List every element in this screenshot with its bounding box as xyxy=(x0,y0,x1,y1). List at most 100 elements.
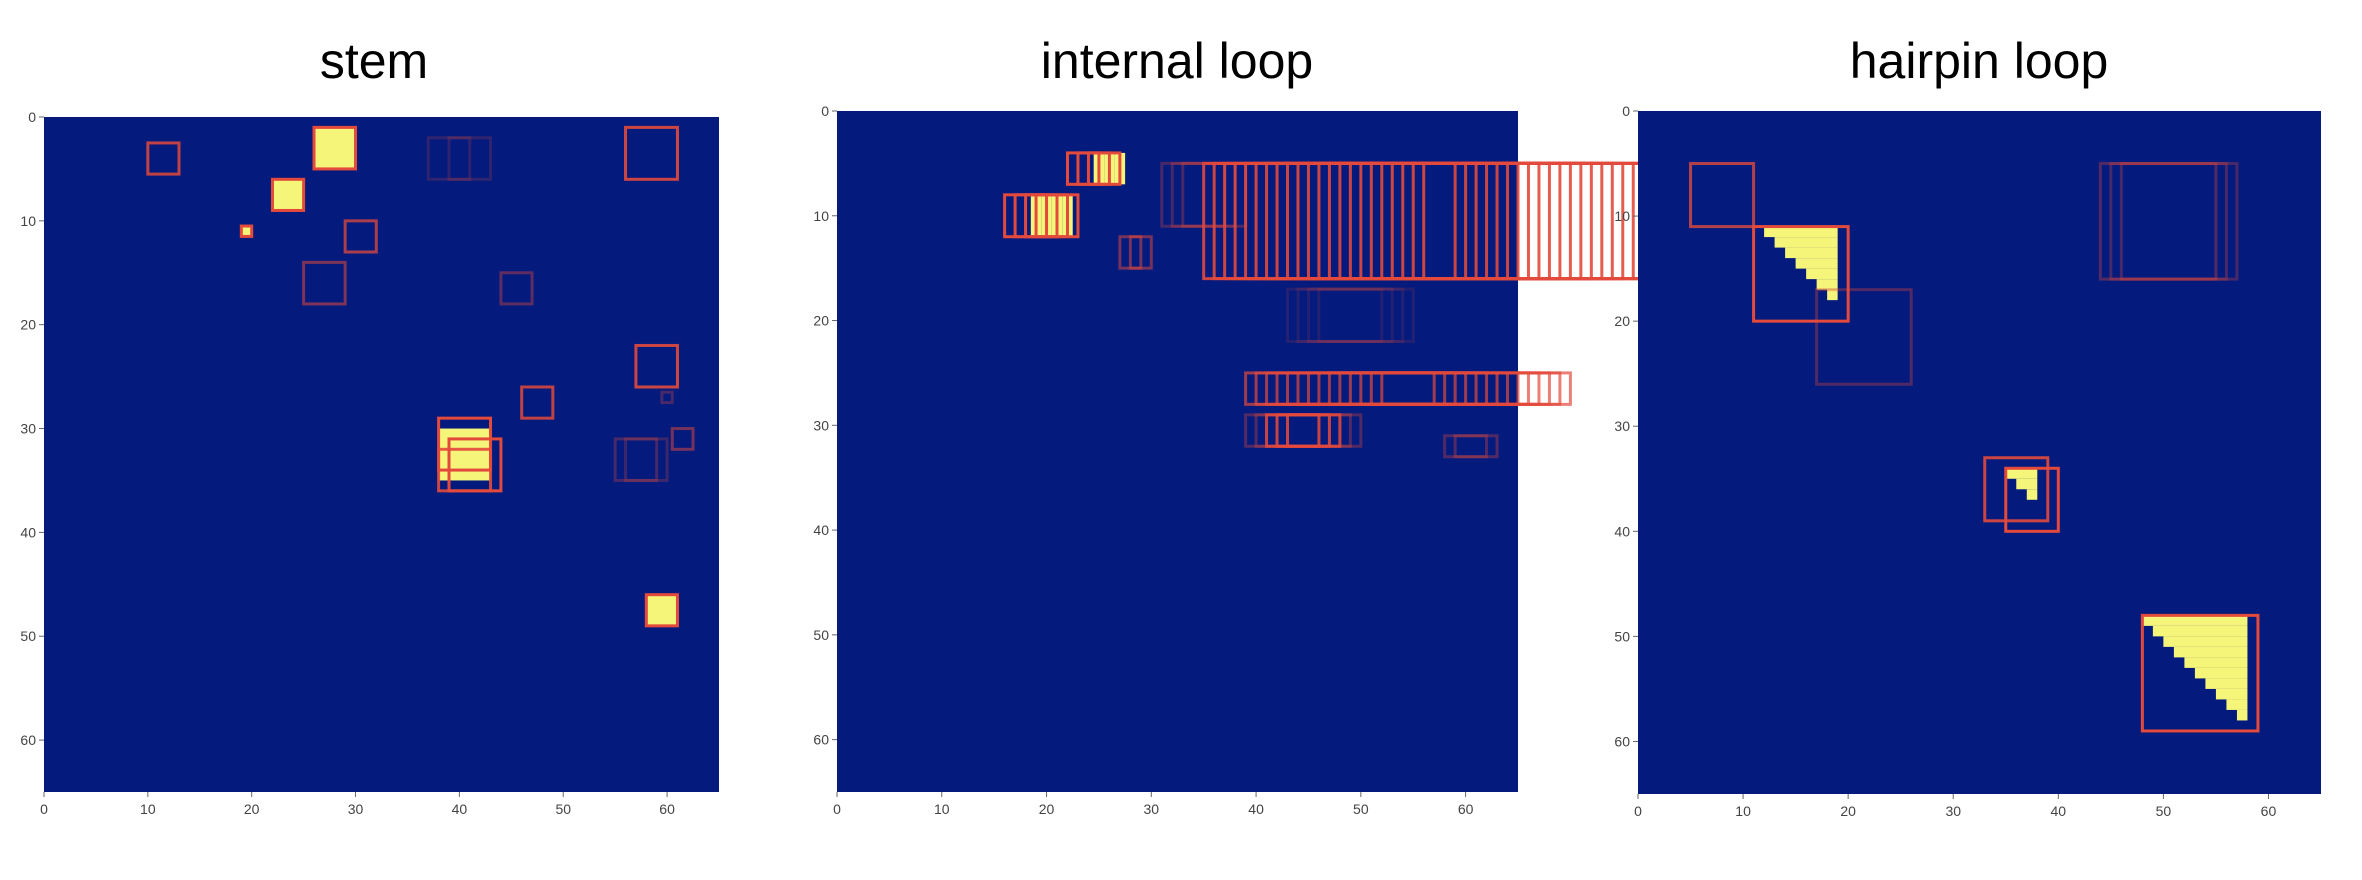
annotation-box xyxy=(644,593,679,628)
annotation-box xyxy=(437,416,493,472)
annotation-box xyxy=(2109,162,2228,281)
x-tick-label: 10 xyxy=(1735,803,1751,819)
x-tick-label: 10 xyxy=(934,801,950,817)
panel-title: internal loop xyxy=(1041,33,1313,89)
annotation-box xyxy=(624,125,679,181)
y-tick-label: 30 xyxy=(813,417,829,433)
y-tick-label: 30 xyxy=(1614,418,1630,434)
y-tick-label: 40 xyxy=(20,524,36,540)
x-tick-label: 40 xyxy=(1248,801,1264,817)
x-tick-label: 60 xyxy=(2261,803,2277,819)
annotation-box xyxy=(1983,456,2050,523)
x-tick-label: 40 xyxy=(2051,803,2067,819)
annotation-box xyxy=(2004,466,2060,533)
annotation-box xyxy=(312,125,358,171)
x-tick-label: 20 xyxy=(1039,801,1055,817)
heatmap-cell xyxy=(2215,688,2248,700)
y-tick-label: 20 xyxy=(813,313,829,329)
annotation-box xyxy=(1034,193,1080,239)
annotation-box xyxy=(1453,434,1499,459)
y-tick-label: 0 xyxy=(28,109,36,125)
x-tick-label: 0 xyxy=(1634,803,1642,819)
annotation-box xyxy=(520,385,555,420)
y-tick-label: 50 xyxy=(20,628,36,644)
y-tick-label: 40 xyxy=(1614,523,1630,539)
annotation-box xyxy=(426,136,472,181)
heatmap-cell xyxy=(2016,478,2038,490)
annotation-box xyxy=(437,447,493,493)
annotation-box xyxy=(670,427,695,451)
annotation-box xyxy=(2119,162,2239,281)
heatmap-cell xyxy=(2194,667,2248,679)
y-tick-label: 0 xyxy=(1622,103,1630,119)
y-tick-label: 10 xyxy=(1614,208,1630,224)
annotation-box xyxy=(1380,371,1572,406)
annotation-box xyxy=(343,219,378,254)
y-tick-label: 20 xyxy=(1614,313,1630,329)
heatmap-cell xyxy=(1806,268,1838,280)
heatmap-cell xyxy=(2205,678,2248,689)
x-tick-label: 0 xyxy=(40,801,48,817)
panel-1: stem 0 10 20 30 40 50 60 0 10 20 30 40 50 60 xyxy=(20,33,719,817)
heatmap-cell xyxy=(2142,615,2248,626)
heatmap-cell xyxy=(1774,237,1838,248)
annotation-box xyxy=(1170,161,1237,228)
heatmap-cell xyxy=(272,179,304,211)
y-tick-label: 60 xyxy=(1614,733,1630,749)
annotation-box xyxy=(2098,162,2218,281)
x-tick-label: 30 xyxy=(1945,803,1961,819)
annotation-box xyxy=(447,136,493,181)
heatmap-cell xyxy=(2236,709,2248,721)
panel-3: hairpin loop 0 10 20 30 40 50 60 0 10 20 30 40 50 60 xyxy=(1614,33,2321,819)
heatmap-cell xyxy=(2026,489,2038,500)
x-tick-label: 50 xyxy=(2156,803,2172,819)
heatmap-cell xyxy=(2226,699,2248,710)
annotation-box xyxy=(146,141,181,176)
annotation-box xyxy=(1443,434,1489,459)
y-tick-label: 0 xyxy=(821,103,829,119)
annotation-box xyxy=(1286,413,1342,448)
annotation-box xyxy=(624,437,669,482)
y-tick-label: 10 xyxy=(20,213,36,229)
heatmap-cell xyxy=(1827,289,1838,301)
annotation-box xyxy=(634,343,679,389)
heatmap-cell xyxy=(2173,646,2248,658)
panel-title: stem xyxy=(320,33,428,89)
annotation-box xyxy=(270,177,306,212)
annotation-box xyxy=(1181,161,1248,228)
panel-title: hairpin loop xyxy=(1850,33,2109,89)
heatmap-cell xyxy=(1785,247,1838,259)
annotation-box xyxy=(1160,161,1227,228)
heatmap-cell xyxy=(438,428,491,481)
annotation-box xyxy=(660,390,674,405)
x-tick-label: 30 xyxy=(1144,801,1160,817)
x-tick-label: 30 xyxy=(348,801,364,817)
heatmap-cell xyxy=(1816,279,1838,290)
annotation-box xyxy=(1317,287,1415,343)
y-tick-label: 40 xyxy=(813,522,829,538)
annotation-box xyxy=(1306,287,1405,343)
annotation-box xyxy=(1815,288,1913,386)
panel-2: internal loop 0 10 20 30 40 50 60 0 10 20 30 40 50 60 xyxy=(813,33,1677,817)
annotation-box xyxy=(613,437,659,482)
annotation-box xyxy=(499,271,534,306)
y-tick-label: 60 xyxy=(20,732,36,748)
x-tick-label: 20 xyxy=(244,801,260,817)
y-tick-label: 10 xyxy=(813,208,829,224)
heatmap-background xyxy=(837,111,1518,792)
heatmap-cell xyxy=(2005,468,2038,479)
x-tick-label: 40 xyxy=(452,801,468,817)
heatmap-cell xyxy=(2163,636,2248,647)
heatmap-cell xyxy=(2152,625,2248,637)
x-tick-label: 50 xyxy=(1353,801,1369,817)
x-tick-label: 50 xyxy=(555,801,571,817)
annotation-box xyxy=(302,260,347,306)
x-tick-label: 60 xyxy=(1458,801,1474,817)
annotation-box xyxy=(1086,151,1122,186)
heatmap-cell xyxy=(1764,226,1838,238)
annotation-box xyxy=(1689,162,1756,229)
annotation-box xyxy=(239,224,254,238)
y-tick-label: 50 xyxy=(813,627,829,643)
heatmap-background xyxy=(44,117,719,792)
